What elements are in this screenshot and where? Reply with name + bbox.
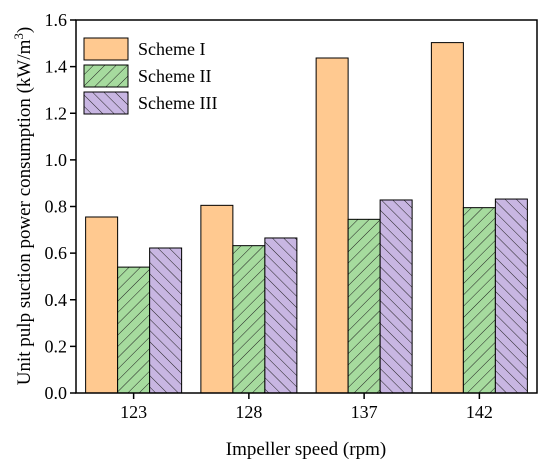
y-axis-ticks: 0.0 0.2 0.4 0.6 0.8 1.0 1.2 1.4 1.6: [45, 10, 76, 403]
bar-scheme-ii-123: [117, 266, 151, 394]
y-tick-label: 0.4: [45, 290, 68, 310]
y-tick-label: 1.2: [45, 103, 68, 123]
x-tick-label: 137: [351, 402, 378, 422]
x-tick-label: 123: [120, 402, 147, 422]
x-axis-title: Impeller speed (rpm): [226, 439, 386, 460]
bar-scheme-iii-128: [264, 237, 298, 394]
bar-scheme-i-137: [315, 57, 349, 394]
y-tick-label: 0.0: [45, 383, 68, 403]
y-tick-label: 1.0: [45, 150, 68, 170]
x-tick-label: 128: [235, 402, 262, 422]
legend-label: Scheme I: [138, 39, 205, 59]
y-tick-label: 1.6: [45, 10, 68, 30]
bar-scheme-ii-137: [347, 218, 381, 394]
legend-swatch: [83, 91, 129, 115]
bar-scheme-iii-123: [149, 247, 183, 394]
x-axis-ticks: 123 128 137 142: [120, 393, 493, 422]
bar-scheme-ii-128: [232, 245, 266, 394]
legend-swatch: [83, 37, 129, 61]
bar-scheme-iii-142: [494, 198, 528, 394]
y-tick-label: 0.6: [45, 243, 68, 263]
legend-label: Scheme III: [138, 93, 217, 113]
bar-scheme-iii-137: [379, 199, 413, 394]
legend-swatch: [83, 64, 129, 88]
legend-label: Scheme II: [138, 66, 211, 86]
y-axis-title: Unit pulp suction power consumption (kW/…: [11, 27, 35, 385]
bar-scheme-ii-142: [462, 207, 496, 394]
y-tick-label: 0.2: [45, 336, 68, 356]
bar-scheme-i-123: [85, 216, 119, 394]
bars-group: [85, 42, 528, 394]
bar-scheme-i-128: [200, 204, 234, 394]
x-tick-label: 142: [466, 402, 493, 422]
legend: Scheme I Scheme II Scheme III: [83, 37, 217, 115]
y-tick-label: 0.8: [45, 197, 68, 217]
bar-scheme-i-142: [430, 42, 464, 394]
y-tick-label: 1.4: [45, 57, 68, 77]
